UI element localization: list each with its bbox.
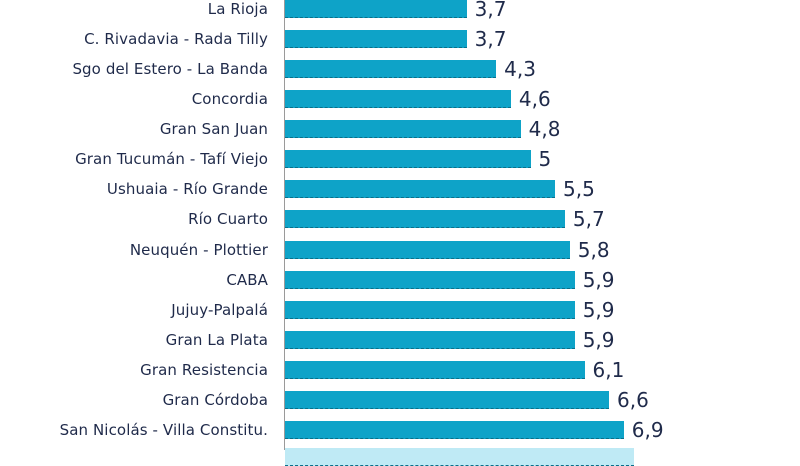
bar <box>285 330 575 349</box>
bar <box>285 240 570 259</box>
value-label: 5,9 <box>582 267 615 292</box>
category-label: La Rioja <box>207 0 268 18</box>
horizontal-bar-chart: La Rioja 3,7 C. Rivadavia - Rada Tilly 3,7 S… <box>59 0 664 466</box>
category-label: Ushuaia - Río Grande <box>106 180 268 199</box>
category-label: Gran Córdoba <box>162 390 268 409</box>
value-label: 6,1 <box>592 357 625 382</box>
bar <box>285 360 585 379</box>
bar <box>285 180 556 199</box>
value-label: 3,7 <box>474 0 507 21</box>
category-label: CABA <box>226 270 268 289</box>
bar <box>285 0 467 18</box>
value-label: 5,9 <box>582 297 615 322</box>
category-label: Gran San Juan <box>159 120 268 139</box>
value-label: 5 <box>538 147 552 172</box>
bar <box>285 270 575 289</box>
value-label: 4,3 <box>504 57 536 82</box>
value-label: 5,9 <box>582 327 615 352</box>
category-axis-line <box>284 0 285 450</box>
value-label: 3,7 <box>474 27 507 52</box>
category-label: Concordia <box>191 90 268 109</box>
category-label: Neuquén - Plottier <box>129 240 268 259</box>
bar <box>285 30 467 49</box>
bar <box>285 390 610 409</box>
category-label: Río Cuarto <box>188 210 268 229</box>
category-label: Gran Tucumán - Tafí Viejo <box>75 150 268 169</box>
category-label: Sgo del Estero - La Banda <box>72 60 268 79</box>
category-label: San Nicolás - Villa Constitu. <box>59 420 268 439</box>
value-label: 4,8 <box>528 117 561 142</box>
value-label: 5,5 <box>563 177 595 202</box>
bar <box>285 120 521 139</box>
bar <box>285 210 565 229</box>
value-label: 5,8 <box>577 237 610 262</box>
bar <box>285 60 497 79</box>
category-label: C. Rivadavia - Rada Tilly <box>84 30 268 49</box>
bar <box>285 90 511 109</box>
bar <box>285 300 575 319</box>
value-label: 6,6 <box>617 387 649 412</box>
value-label: 4,6 <box>518 87 551 112</box>
category-label: Gran Resistencia <box>140 360 268 379</box>
category-label: Jujuy-Palpalá <box>171 300 268 319</box>
bar <box>285 150 531 169</box>
category-label: Gran La Plata <box>165 330 268 349</box>
value-label: 5,7 <box>572 207 605 232</box>
bar <box>285 420 624 439</box>
value-label: 6,9 <box>631 417 664 442</box>
partial-bar <box>285 448 634 466</box>
